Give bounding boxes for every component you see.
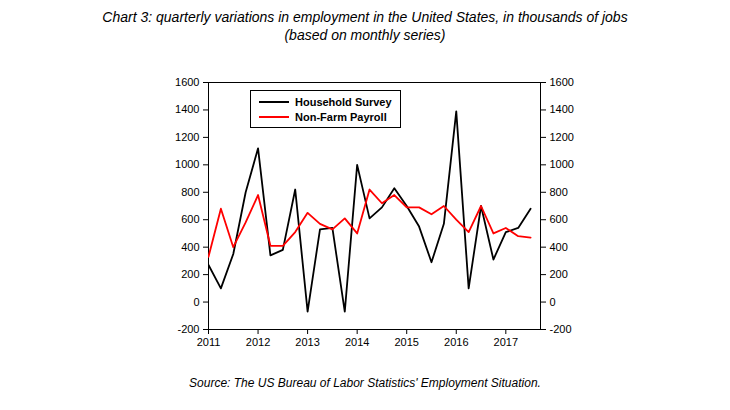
svg-text:600: 600 bbox=[181, 213, 199, 225]
svg-text:1200: 1200 bbox=[550, 131, 574, 143]
svg-text:2016: 2016 bbox=[444, 336, 468, 348]
svg-text:0: 0 bbox=[193, 296, 199, 308]
svg-text:2013: 2013 bbox=[295, 336, 319, 348]
svg-text:1600: 1600 bbox=[175, 76, 199, 88]
svg-text:1000: 1000 bbox=[175, 158, 199, 170]
svg-text:-200: -200 bbox=[177, 323, 199, 335]
svg-text:200: 200 bbox=[181, 268, 199, 280]
svg-text:600: 600 bbox=[550, 213, 568, 225]
svg-text:2017: 2017 bbox=[494, 336, 518, 348]
svg-text:1400: 1400 bbox=[550, 103, 574, 115]
html-text:Household Survey: Household Survey bbox=[295, 95, 392, 108]
svg-text:800: 800 bbox=[181, 186, 199, 198]
svg-text:0: 0 bbox=[550, 296, 556, 308]
svg-text:1600: 1600 bbox=[550, 76, 574, 88]
html-text:Source: The US Bureau of Labor: Source: The US Bureau of Labor Statistic… bbox=[189, 376, 541, 390]
svg-text:200: 200 bbox=[550, 268, 568, 280]
svg-text:400: 400 bbox=[550, 241, 568, 253]
svg-text:400: 400 bbox=[181, 241, 199, 253]
svg-text:2012: 2012 bbox=[246, 336, 270, 348]
svg-text:1400: 1400 bbox=[175, 103, 199, 115]
html-text:Chart 3: quarterly variations: Chart 3: quarterly variations in employm… bbox=[102, 9, 628, 43]
svg-text:2014: 2014 bbox=[345, 336, 369, 348]
svg-text:1000: 1000 bbox=[550, 158, 574, 170]
svg-text:1200: 1200 bbox=[175, 131, 199, 143]
svg-text:2011: 2011 bbox=[197, 336, 221, 348]
svg-text:800: 800 bbox=[550, 186, 568, 198]
svg-text:2015: 2015 bbox=[394, 336, 418, 348]
html-text:Non-Farm Payroll: Non-Farm Payroll bbox=[295, 110, 387, 123]
svg-text:-200: -200 bbox=[550, 323, 572, 335]
